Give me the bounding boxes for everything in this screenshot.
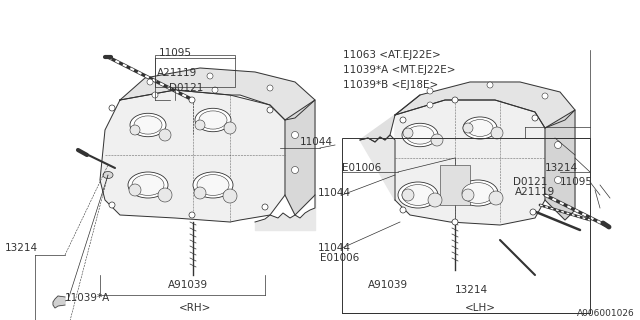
Circle shape: [542, 93, 548, 99]
Polygon shape: [100, 90, 285, 222]
Text: 11044: 11044: [318, 243, 351, 253]
Circle shape: [532, 115, 538, 121]
Text: A21119: A21119: [157, 68, 197, 78]
Text: A006001026: A006001026: [577, 309, 635, 318]
Polygon shape: [360, 135, 395, 200]
Text: <LH>: <LH>: [465, 303, 495, 313]
Circle shape: [530, 209, 536, 215]
Circle shape: [491, 127, 503, 139]
Circle shape: [291, 132, 298, 139]
Circle shape: [194, 187, 206, 199]
Text: D0121: D0121: [169, 83, 204, 93]
Text: E01006: E01006: [320, 253, 359, 263]
Circle shape: [400, 207, 406, 213]
Text: 11039*A <MT.EJ22E>: 11039*A <MT.EJ22E>: [343, 65, 456, 75]
Circle shape: [462, 189, 474, 201]
Circle shape: [463, 123, 473, 133]
Circle shape: [109, 202, 115, 208]
Circle shape: [427, 88, 433, 94]
Circle shape: [152, 92, 158, 98]
Text: 13214: 13214: [455, 285, 488, 295]
Circle shape: [147, 79, 153, 85]
Circle shape: [262, 204, 268, 210]
Circle shape: [291, 166, 298, 173]
Circle shape: [195, 120, 205, 130]
Polygon shape: [120, 68, 315, 120]
Ellipse shape: [197, 175, 229, 196]
Bar: [342, 138, 590, 313]
Bar: [342, 40, 590, 138]
Polygon shape: [53, 296, 65, 308]
Ellipse shape: [398, 182, 438, 208]
Ellipse shape: [134, 116, 162, 134]
Circle shape: [403, 128, 413, 138]
Circle shape: [554, 177, 561, 183]
Text: 11095: 11095: [560, 177, 593, 187]
Circle shape: [400, 117, 406, 123]
Text: <RH>: <RH>: [179, 303, 211, 313]
Polygon shape: [285, 100, 315, 215]
Text: D0121: D0121: [513, 177, 547, 187]
Text: A91039: A91039: [368, 280, 408, 290]
Ellipse shape: [406, 126, 434, 144]
Bar: [440, 165, 470, 205]
Circle shape: [489, 191, 503, 205]
Ellipse shape: [463, 117, 497, 139]
Ellipse shape: [128, 172, 168, 198]
Text: 11039*B <EJ18E>: 11039*B <EJ18E>: [343, 80, 438, 90]
Polygon shape: [395, 82, 575, 128]
Text: 11044: 11044: [318, 188, 351, 198]
Circle shape: [267, 107, 273, 113]
Ellipse shape: [132, 175, 164, 196]
Ellipse shape: [462, 183, 494, 204]
Ellipse shape: [130, 113, 166, 137]
Text: 13214: 13214: [545, 163, 578, 173]
Text: 11044: 11044: [300, 137, 333, 147]
Ellipse shape: [467, 120, 493, 136]
Circle shape: [428, 193, 442, 207]
Ellipse shape: [195, 108, 231, 132]
Text: 13214: 13214: [5, 243, 38, 253]
Circle shape: [487, 82, 493, 88]
Ellipse shape: [193, 172, 233, 198]
Circle shape: [159, 129, 171, 141]
Ellipse shape: [199, 111, 227, 129]
Circle shape: [212, 87, 218, 93]
Circle shape: [267, 85, 273, 91]
Circle shape: [427, 102, 433, 108]
Circle shape: [452, 219, 458, 225]
Circle shape: [207, 73, 213, 79]
Text: A91039: A91039: [168, 280, 208, 290]
Bar: [155, 55, 235, 87]
Text: 11095: 11095: [159, 48, 191, 58]
Circle shape: [431, 134, 443, 146]
Polygon shape: [395, 100, 545, 225]
Ellipse shape: [402, 123, 438, 147]
Circle shape: [224, 122, 236, 134]
Circle shape: [189, 97, 195, 103]
Circle shape: [452, 97, 458, 103]
Ellipse shape: [103, 172, 113, 179]
Circle shape: [158, 188, 172, 202]
Circle shape: [129, 184, 141, 196]
Polygon shape: [360, 95, 420, 142]
Text: 11039*A: 11039*A: [65, 293, 110, 303]
Circle shape: [554, 141, 561, 148]
Ellipse shape: [458, 180, 498, 206]
Circle shape: [402, 189, 414, 201]
Text: 11063 <AT.EJ22E>: 11063 <AT.EJ22E>: [343, 50, 441, 60]
Ellipse shape: [402, 185, 434, 205]
Circle shape: [109, 105, 115, 111]
Polygon shape: [545, 110, 575, 220]
Circle shape: [189, 212, 195, 218]
Text: A21119: A21119: [515, 187, 556, 197]
Circle shape: [130, 125, 140, 135]
Text: E01006: E01006: [342, 163, 381, 173]
Circle shape: [223, 189, 237, 203]
